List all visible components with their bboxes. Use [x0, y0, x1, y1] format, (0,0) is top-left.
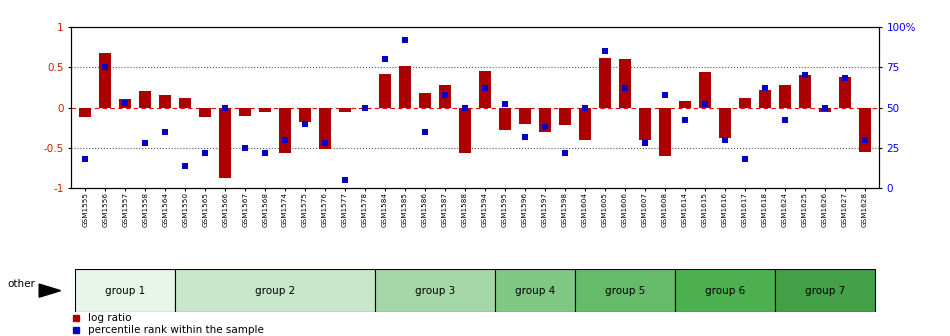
Bar: [399, 66, 411, 108]
Bar: [375, 269, 495, 312]
Point: [777, 118, 792, 123]
Bar: [539, 108, 551, 132]
Bar: [200, 108, 211, 117]
Bar: [779, 85, 790, 108]
Bar: [679, 101, 691, 108]
Point: [317, 140, 332, 146]
Point: [598, 48, 613, 54]
Point: [138, 140, 153, 146]
Point: [198, 150, 213, 155]
Bar: [495, 269, 575, 312]
Point: [538, 124, 553, 130]
Text: group 3: group 3: [415, 286, 455, 296]
Bar: [160, 95, 171, 108]
Text: group 2: group 2: [255, 286, 295, 296]
Point: [437, 92, 452, 97]
Bar: [175, 269, 375, 312]
Bar: [419, 93, 431, 108]
Bar: [859, 108, 871, 152]
Point: [697, 101, 712, 107]
Point: [558, 150, 573, 155]
Point: [717, 137, 732, 142]
Point: [457, 105, 472, 110]
Text: group 7: group 7: [805, 286, 845, 296]
Point: [377, 56, 392, 62]
Point: [657, 92, 673, 97]
Bar: [618, 59, 631, 108]
Text: percentile rank within the sample: percentile rank within the sample: [88, 325, 264, 335]
Bar: [319, 108, 332, 150]
Point: [737, 157, 752, 162]
Point: [397, 37, 412, 42]
Bar: [75, 269, 175, 312]
Bar: [459, 108, 471, 153]
Point: [98, 65, 113, 70]
Point: [578, 105, 593, 110]
Bar: [439, 85, 451, 108]
Point: [417, 129, 432, 134]
Text: other: other: [8, 279, 35, 289]
Bar: [719, 108, 731, 138]
Bar: [379, 74, 391, 108]
Bar: [759, 90, 770, 108]
Point: [498, 101, 513, 107]
Point: [817, 105, 832, 110]
Bar: [339, 108, 352, 112]
Text: group 5: group 5: [605, 286, 645, 296]
Bar: [99, 53, 111, 108]
Bar: [739, 98, 750, 108]
Point: [158, 129, 173, 134]
Point: [78, 157, 93, 162]
Bar: [259, 108, 271, 112]
Bar: [819, 108, 831, 112]
Point: [757, 85, 772, 91]
Bar: [839, 77, 851, 108]
Bar: [699, 72, 711, 108]
Text: group 4: group 4: [515, 286, 555, 296]
Bar: [119, 99, 131, 108]
Point: [637, 140, 653, 146]
Point: [178, 163, 193, 168]
Bar: [775, 269, 875, 312]
Point: [797, 73, 812, 78]
Point: [257, 150, 273, 155]
Bar: [674, 269, 775, 312]
Polygon shape: [39, 284, 61, 297]
Point: [837, 76, 852, 81]
Bar: [359, 108, 371, 109]
Bar: [639, 108, 651, 140]
Point: [677, 118, 693, 123]
Point: [478, 85, 493, 91]
Bar: [279, 108, 291, 153]
Text: log ratio: log ratio: [88, 313, 132, 323]
Bar: [479, 71, 491, 108]
Point: [277, 137, 293, 142]
Point: [118, 100, 133, 106]
Point: [297, 121, 313, 126]
Point: [518, 134, 533, 139]
Bar: [559, 108, 571, 125]
Bar: [219, 108, 231, 178]
Bar: [140, 91, 151, 108]
Bar: [499, 108, 511, 130]
Bar: [79, 108, 91, 117]
Point: [218, 105, 233, 110]
Bar: [598, 57, 611, 108]
Bar: [299, 108, 311, 122]
Text: group 6: group 6: [705, 286, 745, 296]
Point: [238, 145, 253, 151]
Point: [337, 177, 352, 183]
Bar: [799, 75, 810, 108]
Bar: [519, 108, 531, 124]
Point: [357, 105, 372, 110]
Bar: [180, 98, 191, 108]
Bar: [575, 269, 674, 312]
Point: [857, 137, 872, 142]
Bar: [579, 108, 591, 140]
Bar: [659, 108, 671, 156]
Text: group 1: group 1: [105, 286, 145, 296]
Point: [618, 85, 633, 91]
Bar: [239, 108, 251, 116]
